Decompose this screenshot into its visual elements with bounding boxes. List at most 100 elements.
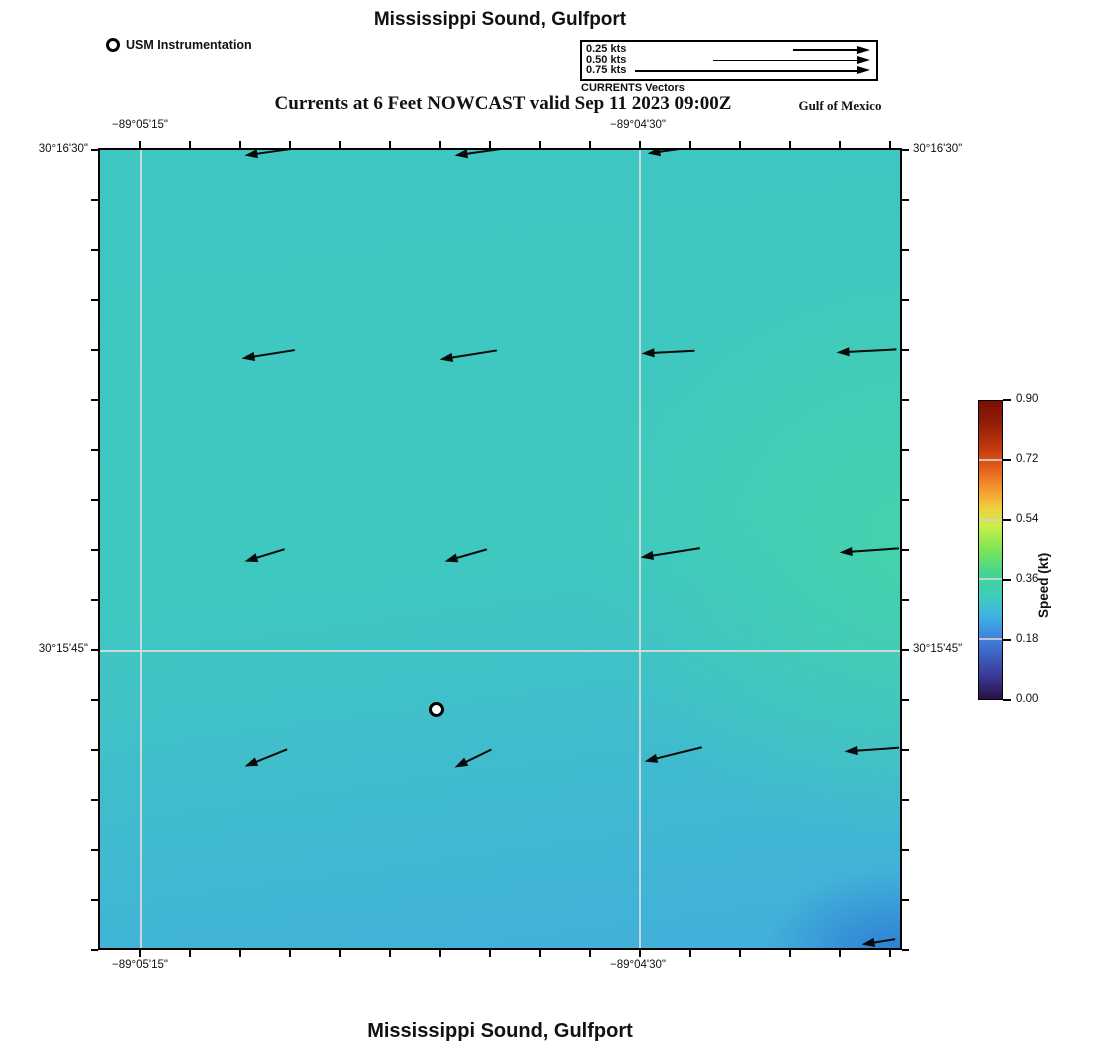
map-plot-area (98, 148, 902, 950)
vector-scale-entry-label: 0.25 kts (586, 43, 627, 55)
current-vector (836, 347, 897, 357)
x-tick-top (839, 141, 841, 148)
current-vector (244, 548, 285, 563)
x-tick-bottom (639, 950, 641, 957)
vector-scale-arrowhead-icon (857, 55, 870, 64)
y-tick-left (91, 249, 98, 251)
y-tick-right (902, 799, 909, 801)
y-tick-right (902, 599, 909, 601)
y-tick-left (91, 649, 98, 651)
colorbar-gridline (979, 518, 1002, 521)
x-axis-label-top: −89°04'30" (610, 119, 666, 131)
current-vector (861, 937, 896, 947)
colorbar-gridline (979, 459, 1002, 462)
y-tick-left (91, 899, 98, 901)
y-tick-left (91, 449, 98, 451)
y-axis-label-left: 30°15'45" (38, 643, 88, 655)
y-tick-left (91, 499, 98, 501)
x-tick-bottom (839, 950, 841, 957)
x-tick-top (189, 141, 191, 148)
x-tick-top (789, 141, 791, 148)
current-vectors-layer (241, 150, 899, 947)
y-tick-left (91, 799, 98, 801)
y-tick-left (91, 399, 98, 401)
x-tick-bottom (739, 950, 741, 957)
x-tick-bottom (689, 950, 691, 957)
x-tick-top (539, 141, 541, 148)
x-tick-bottom (389, 950, 391, 957)
y-tick-right (902, 499, 909, 501)
current-vector (444, 548, 488, 563)
colorbar-gridline (979, 637, 1002, 640)
current-vector (839, 547, 899, 557)
vector-scale-arrow-line (635, 69, 859, 72)
instrument-legend: USM Instrumentation (106, 38, 252, 52)
y-tick-right (902, 199, 909, 201)
x-tick-top (689, 141, 691, 148)
y-tick-right (902, 449, 909, 451)
current-vector (439, 349, 497, 363)
vector-scale-entry-label: 0.75 kts (586, 64, 627, 77)
colorbar-tick (1003, 519, 1011, 521)
y-tick-left (91, 549, 98, 551)
instrument-legend-label: USM Instrumentation (126, 38, 252, 52)
x-tick-top (589, 141, 591, 148)
y-tick-right (902, 849, 909, 851)
colorbar-gridline (979, 578, 1002, 581)
y-tick-right (902, 399, 909, 401)
instrument-marker-icon (106, 38, 120, 52)
colorbar-tick-label: 0.36 (1016, 573, 1039, 585)
plot-subtitle: Currents at 6 Feet NOWCAST valid Sep 11 … (274, 93, 732, 114)
current-vector (454, 748, 492, 768)
vector-scale-arrow-line (793, 49, 859, 51)
y-tick-left (91, 349, 98, 351)
colorbar-tick (1003, 459, 1011, 461)
x-tick-bottom (339, 950, 341, 957)
y-tick-left (91, 949, 98, 951)
current-vector (640, 547, 700, 561)
x-tick-top (289, 141, 291, 148)
vector-scale-arrowhead-icon (857, 66, 870, 75)
y-axis-label-right: 30°15'45" (913, 643, 963, 655)
x-tick-top (239, 141, 241, 148)
x-tick-bottom (889, 950, 891, 957)
vector-scale-legend: 0.25 kts 0.50 kts 0.75 kts (580, 40, 878, 81)
x-tick-top (439, 141, 441, 148)
vector-legend-caption: CURRENTS Vectors (581, 82, 685, 94)
y-axis-label-left: 30°16'30" (38, 143, 88, 155)
colorbar-tick (1003, 639, 1011, 641)
y-tick-left (91, 749, 98, 751)
x-tick-bottom (789, 950, 791, 957)
y-tick-right (902, 149, 909, 151)
x-tick-top (139, 141, 141, 148)
colorbar (978, 400, 1003, 700)
x-axis-label-top: −89°05'15" (112, 119, 168, 131)
y-tick-right (902, 649, 909, 651)
x-tick-top (389, 141, 391, 148)
x-tick-top (339, 141, 341, 148)
x-tick-bottom (589, 950, 591, 957)
current-vector (241, 349, 295, 362)
y-tick-left (91, 599, 98, 601)
y-tick-right (902, 899, 909, 901)
colorbar-tick (1003, 399, 1011, 401)
y-tick-right (902, 299, 909, 301)
region-label: Gulf of Mexico (798, 98, 882, 113)
footer-title: Mississippi Sound, Gulfport (367, 1020, 633, 1042)
x-tick-bottom (439, 950, 441, 957)
x-tick-bottom (289, 950, 291, 957)
current-vector (644, 746, 702, 763)
x-tick-bottom (489, 950, 491, 957)
colorbar-tick-label: 0.72 (1016, 453, 1039, 465)
gridline-horizontal (100, 649, 900, 652)
x-axis-label-bottom: −89°05'15" (112, 959, 168, 971)
current-vector (844, 746, 899, 756)
gridline-vertical (139, 150, 142, 948)
vector-scale-entry-label: 0.50 kts (586, 53, 627, 66)
colorbar-tick (1003, 579, 1011, 581)
y-axis-label-right: 30°16'30" (913, 143, 963, 155)
colorbar-tick-label: 0.54 (1016, 513, 1039, 525)
page-title: Mississippi Sound, Gulfport (373, 9, 627, 30)
vector-scale-arrow-line (713, 59, 859, 62)
